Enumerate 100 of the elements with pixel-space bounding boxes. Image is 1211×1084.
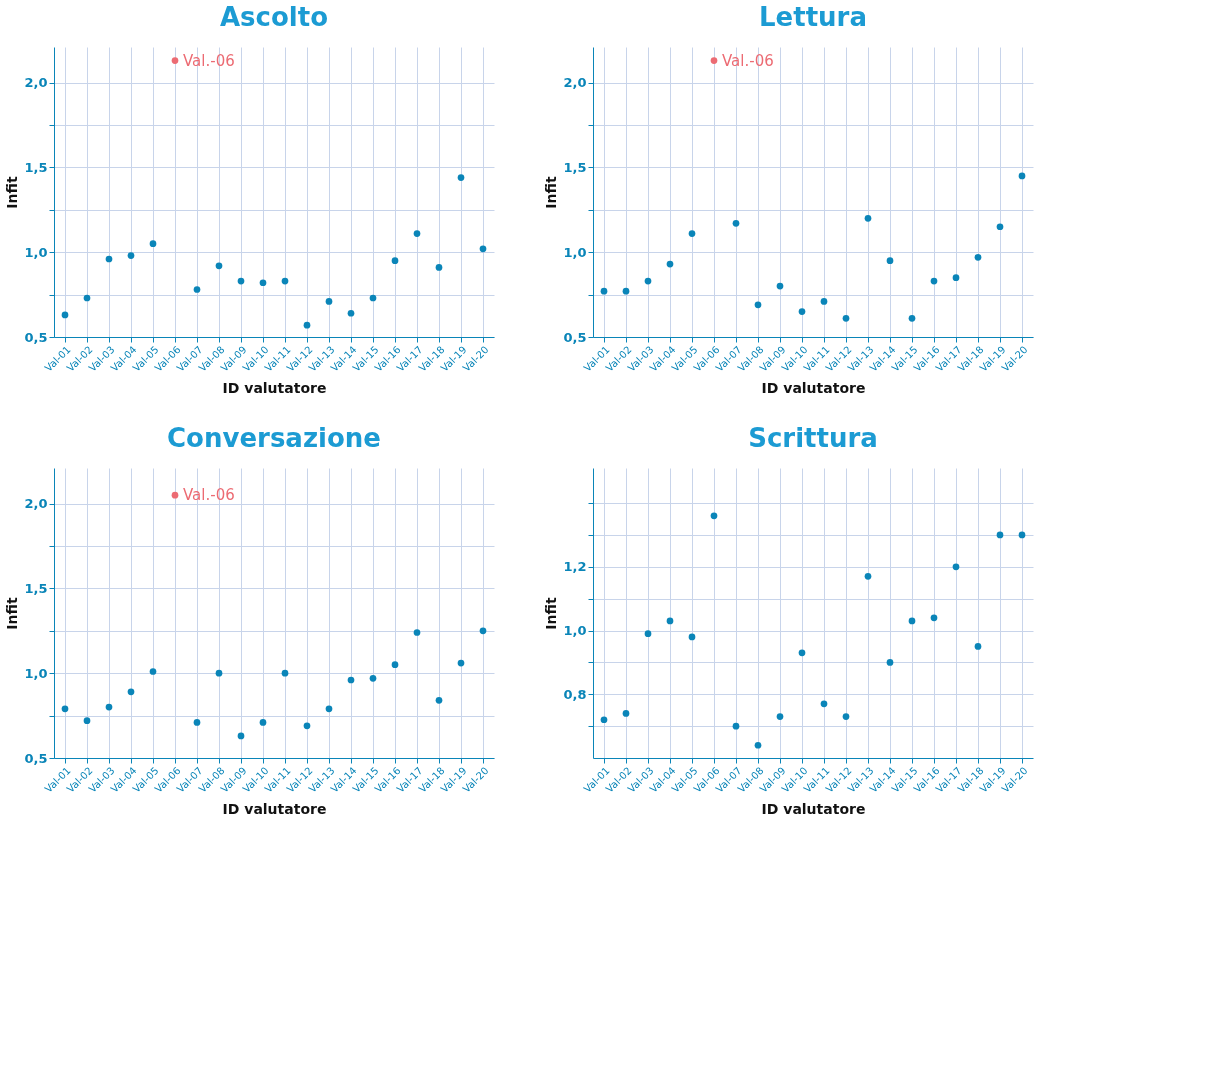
point bbox=[644, 630, 652, 638]
point bbox=[61, 311, 69, 319]
point bbox=[479, 627, 487, 635]
point bbox=[149, 668, 157, 675]
point bbox=[413, 629, 421, 636]
point bbox=[864, 214, 872, 222]
y-tick-label: 1,5 bbox=[24, 159, 48, 175]
point bbox=[193, 719, 201, 726]
point bbox=[688, 633, 696, 641]
y-tick-label: 2,0 bbox=[24, 75, 48, 91]
y-tick-label: 0,5 bbox=[563, 329, 587, 345]
point bbox=[303, 321, 311, 329]
chart-title: Conversazione bbox=[167, 423, 381, 453]
point bbox=[710, 57, 718, 64]
point bbox=[347, 676, 355, 684]
y-axis-title: Infit bbox=[543, 176, 560, 209]
point bbox=[776, 282, 784, 290]
point bbox=[666, 617, 674, 625]
y-tick-label: 0,5 bbox=[24, 750, 48, 766]
point bbox=[600, 287, 608, 295]
point bbox=[908, 617, 916, 625]
y-tick-label: 1,5 bbox=[563, 159, 587, 175]
y-tick-label: 0,8 bbox=[563, 686, 587, 702]
point bbox=[369, 674, 377, 682]
y-tick-label: 1,0 bbox=[563, 244, 587, 260]
point bbox=[347, 309, 355, 317]
point bbox=[259, 719, 267, 726]
x-axis-title: ID valutatore bbox=[761, 800, 866, 817]
point bbox=[83, 717, 91, 725]
point bbox=[644, 277, 652, 285]
point bbox=[281, 669, 289, 677]
chart-title: Lettura bbox=[759, 2, 867, 32]
point bbox=[996, 531, 1004, 539]
y-axis-title: Infit bbox=[4, 597, 21, 630]
point bbox=[666, 260, 674, 268]
point bbox=[930, 277, 938, 285]
y-tick-label: 2,0 bbox=[24, 496, 48, 512]
point bbox=[259, 279, 267, 287]
point bbox=[842, 315, 850, 322]
annotation: Val.-06 bbox=[183, 486, 235, 505]
chart-title: Ascolto bbox=[219, 2, 329, 32]
point bbox=[303, 722, 311, 730]
point bbox=[820, 298, 828, 305]
point bbox=[622, 710, 630, 717]
point bbox=[754, 301, 762, 309]
point bbox=[600, 716, 608, 724]
point bbox=[83, 294, 91, 302]
point bbox=[908, 315, 916, 322]
point bbox=[413, 230, 421, 237]
point bbox=[996, 223, 1004, 231]
point bbox=[974, 643, 982, 650]
point bbox=[842, 713, 850, 720]
point bbox=[369, 294, 377, 302]
x-axis-title: ID valutatore bbox=[222, 800, 327, 817]
point bbox=[435, 696, 443, 704]
point bbox=[325, 298, 333, 305]
point bbox=[457, 659, 465, 667]
y-tick-label: 1,2 bbox=[563, 559, 587, 575]
point bbox=[149, 240, 157, 248]
y-tick-label: 1,5 bbox=[24, 580, 48, 596]
point bbox=[479, 245, 487, 253]
point bbox=[1018, 172, 1026, 180]
point bbox=[798, 308, 806, 315]
x-axis-title: ID valutatore bbox=[222, 379, 327, 396]
y-axis-title: Infit bbox=[543, 597, 560, 630]
point bbox=[798, 649, 806, 657]
point bbox=[1018, 531, 1026, 539]
x-axis-title: ID valutatore bbox=[761, 379, 866, 396]
y-tick-label: 2,0 bbox=[563, 75, 587, 91]
point bbox=[281, 277, 289, 285]
point bbox=[325, 705, 333, 713]
point bbox=[237, 732, 245, 740]
point bbox=[435, 264, 443, 271]
annotation: Val.-06 bbox=[183, 51, 235, 70]
point bbox=[237, 277, 245, 285]
point bbox=[457, 174, 465, 181]
point bbox=[622, 287, 630, 295]
point bbox=[754, 741, 762, 749]
point bbox=[61, 705, 69, 713]
point bbox=[886, 659, 894, 666]
point bbox=[215, 669, 223, 677]
y-axis-title: Infit bbox=[4, 176, 21, 209]
point bbox=[127, 688, 135, 696]
point bbox=[732, 722, 740, 730]
point bbox=[193, 286, 201, 293]
point bbox=[391, 661, 399, 669]
point bbox=[974, 253, 982, 261]
point bbox=[886, 257, 894, 265]
point bbox=[127, 252, 135, 259]
annotation: Val.-06 bbox=[722, 51, 774, 70]
point bbox=[952, 274, 960, 281]
point bbox=[864, 573, 872, 580]
point bbox=[710, 512, 718, 520]
point bbox=[930, 614, 938, 622]
point bbox=[171, 57, 179, 64]
point bbox=[105, 255, 113, 263]
point bbox=[105, 703, 113, 711]
y-tick-label: 1,0 bbox=[24, 244, 48, 260]
y-tick-label: 0,5 bbox=[24, 329, 48, 345]
point bbox=[688, 230, 696, 237]
